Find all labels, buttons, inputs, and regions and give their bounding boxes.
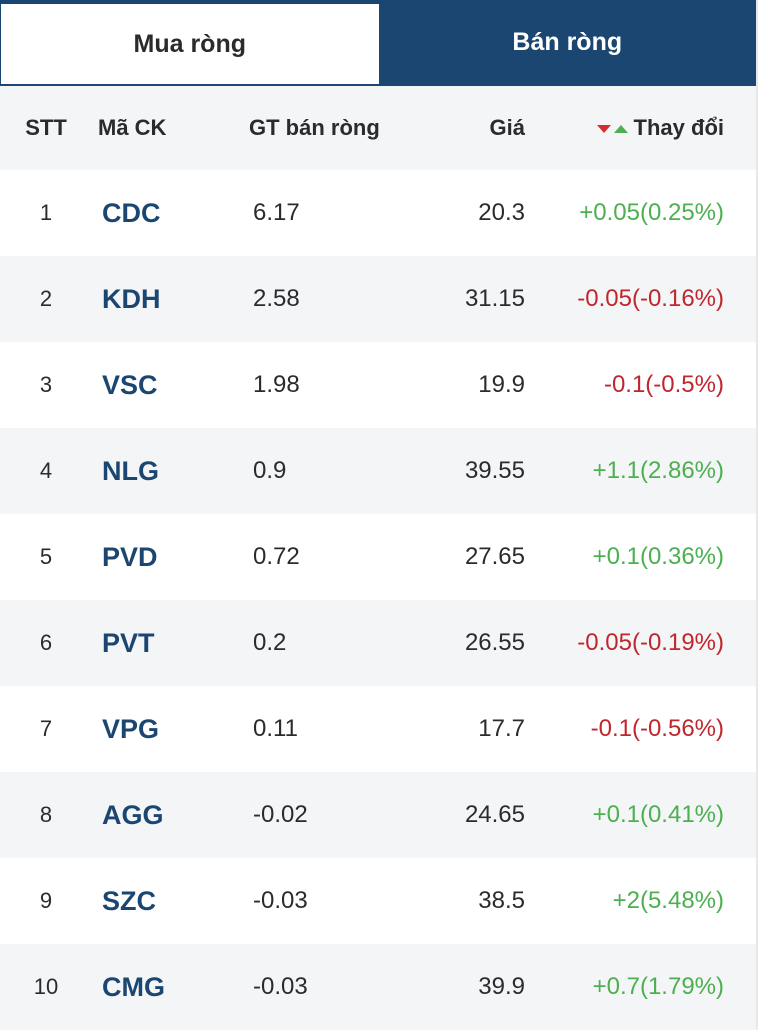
row-price: 38.5 (478, 887, 525, 914)
table-row[interactable]: 8 AGG -0.02 24.65 +0.1(0.41%) (0, 772, 756, 858)
row-stt: 5 (39, 544, 53, 569)
row-net-value: -0.03 (253, 973, 308, 1000)
row-stt: 4 (39, 458, 53, 483)
row-stt: 2 (39, 286, 53, 311)
header-gt-ban-rong: GT bán ròng (249, 115, 380, 140)
header-gia: Giá (489, 115, 525, 140)
row-price: 26.55 (464, 629, 525, 656)
sort-icon[interactable] (596, 125, 628, 134)
table-row[interactable]: 6 PVT 0.2 26.55 -0.05(-0.19%) (0, 600, 756, 686)
row-ticker[interactable]: VPG (102, 713, 160, 744)
row-ticker[interactable]: KDH (102, 283, 161, 314)
sort-desc-icon[interactable] (596, 125, 611, 134)
sort-asc-icon[interactable] (613, 125, 628, 134)
row-net-value: -0.02 (253, 801, 308, 828)
row-change: -0.1(-0.56%) (590, 715, 724, 742)
table-row[interactable]: 10 CMG -0.03 39.9 +0.7(1.79%) (0, 944, 756, 1030)
header-ma-ck: Mã CK (98, 115, 167, 140)
header-stt: STT (25, 115, 67, 140)
table-header: STT Mã CK GT bán ròng Giá Thay đổi (0, 86, 756, 170)
row-net-value: 0.11 (253, 715, 298, 742)
row-stt: 9 (39, 888, 53, 913)
row-price: 24.65 (464, 801, 525, 828)
table-row[interactable]: 2 KDH 2.58 31.15 -0.05(-0.16%) (0, 256, 756, 342)
row-net-value: 0.72 (253, 543, 300, 570)
table-row[interactable]: 1 CDC 6.17 20.3 +0.05(0.25%) (0, 170, 756, 256)
row-change: +0.7(1.79%) (592, 973, 724, 1000)
row-price: 39.55 (464, 457, 525, 484)
table-row[interactable]: 9 SZC -0.03 38.5 +2(5.48%) (0, 858, 756, 944)
row-change: +2(5.48%) (612, 887, 724, 914)
row-change: +0.1(0.41%) (592, 801, 724, 828)
row-change: +1.1(2.86%) (592, 457, 724, 484)
row-net-value: -0.03 (253, 887, 308, 914)
row-change: +0.05(0.25%) (579, 199, 724, 226)
row-price: 19.9 (478, 371, 525, 398)
table-row[interactable]: 5 PVD 0.72 27.65 +0.1(0.36%) (0, 514, 756, 600)
row-change: -0.05(-0.19%) (577, 629, 724, 656)
row-price: 31.15 (464, 285, 525, 312)
row-change: -0.1(-0.5%) (603, 371, 724, 398)
table-body: 1 CDC 6.17 20.3 +0.05(0.25%) 2 KDH 2.58 … (0, 170, 756, 1030)
row-ticker[interactable]: CDC (102, 197, 161, 228)
table-row[interactable]: 4 NLG 0.9 39.55 +1.1(2.86%) (0, 428, 756, 514)
row-change: -0.05(-0.16%) (577, 285, 724, 312)
row-ticker[interactable]: SZC (102, 885, 156, 916)
row-net-value: 2.58 (253, 285, 300, 312)
row-price: 27.65 (464, 543, 525, 570)
row-ticker[interactable]: VSC (102, 369, 158, 400)
row-price: 20.3 (478, 199, 525, 226)
row-ticker[interactable]: PVT (102, 627, 155, 658)
row-stt: 3 (39, 372, 53, 397)
row-stt: 1 (39, 200, 53, 225)
tab-mua-rong[interactable]: Mua ròng (0, 0, 379, 84)
row-ticker[interactable]: NLG (102, 455, 159, 486)
row-ticker[interactable]: PVD (102, 541, 158, 572)
table-row[interactable]: 7 VPG 0.11 17.7 -0.1(-0.56%) (0, 686, 756, 772)
row-ticker[interactable]: AGG (102, 799, 164, 830)
row-stt: 8 (39, 802, 53, 827)
row-net-value: 6.17 (253, 199, 300, 226)
row-price: 17.7 (478, 715, 525, 742)
row-change: +0.1(0.36%) (592, 543, 724, 570)
row-net-value: 0.2 (253, 629, 287, 656)
row-stt: 6 (39, 630, 53, 655)
row-net-value: 0.9 (253, 457, 287, 484)
table-row[interactable]: 3 VSC 1.98 19.9 -0.1(-0.5%) (0, 342, 756, 428)
header-thay-doi-label: Thay đổi (633, 115, 724, 140)
row-price: 39.9 (478, 973, 525, 1000)
row-stt: 10 (33, 974, 59, 999)
row-stt: 7 (39, 716, 53, 741)
header-thay-doi[interactable]: Thay đổi (525, 115, 756, 141)
tab-bar: Mua ròng Bán ròng (0, 0, 756, 86)
row-ticker[interactable]: CMG (102, 971, 165, 1002)
tab-ban-rong[interactable]: Bán ròng (378, 0, 756, 84)
row-net-value: 1.98 (253, 371, 300, 398)
